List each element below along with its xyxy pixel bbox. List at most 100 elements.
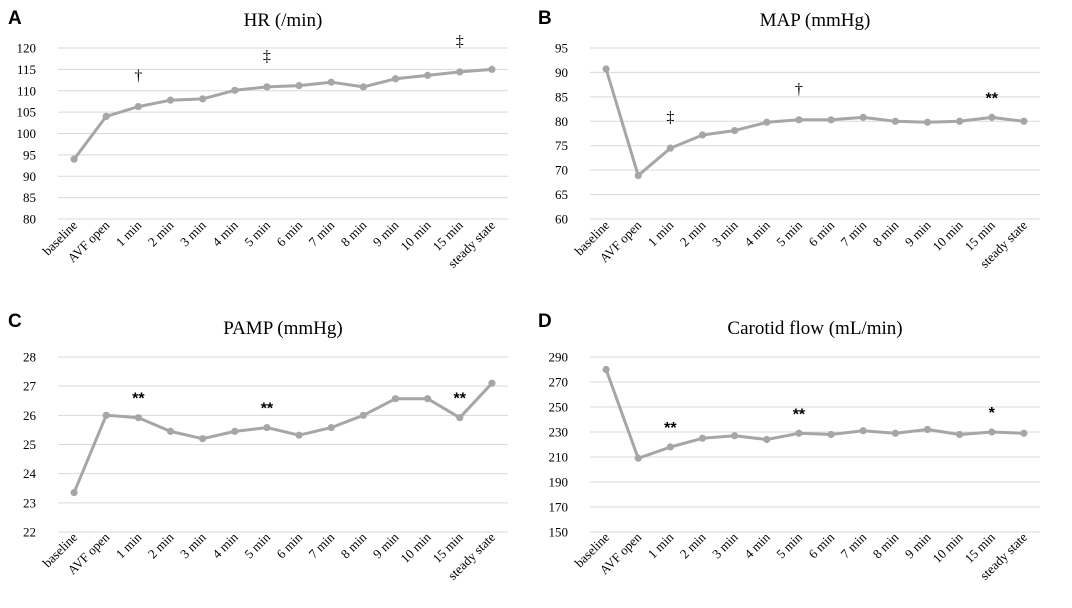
significance-marker: †: [795, 81, 803, 98]
x-tick-label: 7 min: [838, 217, 870, 249]
chart-title: HR (/min): [244, 10, 323, 31]
y-tick-label: 80: [23, 212, 36, 227]
x-tick-label: 4 min: [741, 217, 773, 249]
x-tick-label: 9 min: [370, 529, 402, 561]
y-tick-label: 25: [23, 437, 36, 452]
data-point: [199, 95, 207, 103]
data-point: [134, 414, 142, 422]
x-tick-label: 6 min: [273, 529, 305, 561]
data-point: [634, 454, 642, 462]
data-point: [359, 83, 367, 91]
x-tick-label: 3 min: [709, 529, 741, 561]
data-point: [666, 443, 674, 451]
x-tick-label: 10 min: [397, 217, 434, 254]
data-point: [731, 432, 739, 440]
data-point: [359, 411, 367, 419]
data-point: [456, 68, 464, 76]
significance-marker: ‡: [263, 48, 271, 65]
x-tick-label: 10 min: [397, 529, 434, 566]
y-tick-label: 190: [549, 475, 569, 490]
data-point: [263, 423, 271, 432]
x-tick-label: 9 min: [902, 529, 934, 561]
data-point: [102, 112, 110, 120]
data-point: [424, 395, 432, 403]
x-tick-label: 2 min: [677, 529, 709, 561]
series-line: [604, 67, 1026, 177]
y-tick-label: 28: [23, 350, 36, 365]
data-point: [488, 379, 496, 387]
x-tick-label: 2 min: [677, 217, 709, 249]
significance-marker: **: [664, 420, 677, 437]
x-tick-label: 7 min: [306, 529, 338, 561]
significance-marker: **: [986, 90, 999, 107]
data-point: [988, 113, 996, 121]
x-tick-label: 6 min: [805, 217, 837, 249]
y-tick-label: 60: [555, 212, 568, 227]
data-point: [102, 411, 110, 419]
data-point: [231, 86, 239, 94]
x-tick-label: 5 min: [241, 529, 273, 561]
x-tick-label: 3 min: [177, 529, 209, 561]
data-point: [231, 427, 239, 435]
data-point: [698, 131, 707, 139]
significance-marker: †: [134, 68, 142, 85]
x-tick-label: 7 min: [306, 217, 338, 249]
data-point: [988, 428, 996, 436]
x-tick-label: 6 min: [273, 217, 305, 249]
y-tick-label: 95: [555, 41, 568, 56]
data-point: [166, 427, 175, 435]
x-tick-label: 3 min: [177, 217, 209, 249]
y-tick-label: 65: [555, 187, 568, 202]
data-point: [859, 113, 867, 121]
x-tick-label: 10 min: [929, 217, 966, 254]
data-point: [456, 414, 464, 422]
data-point: [634, 171, 642, 180]
y-tick-label: 90: [23, 169, 36, 184]
x-tick-label: 7 min: [838, 529, 870, 561]
y-tick-label: 27: [23, 379, 37, 394]
x-tick-label: 2 min: [145, 217, 177, 249]
x-tick-label: 4 min: [209, 529, 241, 561]
data-point: [602, 65, 610, 73]
x-tick-label: 2 min: [145, 529, 177, 561]
panel-letter: B: [538, 8, 552, 29]
y-tick-label: 230: [549, 425, 569, 440]
panel-letter: D: [538, 311, 552, 332]
y-tick-label: 23: [23, 495, 36, 510]
data-point: [923, 425, 932, 434]
x-tick-label: 8 min: [338, 217, 370, 249]
panel-letter: A: [8, 8, 22, 29]
chart-title: Carotid flow (mL/min): [727, 318, 902, 339]
x-tick-label: 8 min: [870, 217, 902, 249]
data-point: [488, 65, 496, 73]
x-tick-label: 1 min: [113, 217, 145, 249]
data-point: [763, 435, 771, 444]
significance-marker: **: [793, 406, 806, 423]
x-tick-label: 5 min: [773, 529, 805, 561]
data-point: [956, 117, 964, 125]
data-point: [70, 489, 78, 497]
data-point: [391, 395, 400, 403]
y-tick-label: 120: [17, 41, 37, 56]
data-point: [424, 71, 432, 79]
data-point: [827, 116, 835, 124]
data-point: [295, 431, 303, 439]
y-tick-label: 24: [23, 466, 37, 481]
y-tick-label: 26: [23, 408, 37, 423]
data-point: [795, 429, 803, 437]
series-line: [72, 381, 494, 495]
x-tick-label: 8 min: [870, 529, 902, 561]
data-point: [731, 126, 739, 135]
x-tick-label: 1 min: [113, 529, 145, 561]
x-tick-label: 1 min: [645, 529, 677, 561]
significance-marker: **: [132, 391, 145, 408]
chart-panel-d: D Carotid flow (mL/min) 150 170 190 210 230 250…: [538, 311, 1040, 583]
data-point: [263, 83, 271, 91]
y-tick-label: 110: [17, 83, 36, 98]
panel-letter: C: [8, 311, 22, 332]
y-tick-label: 290: [549, 350, 569, 365]
data-point: [795, 116, 803, 124]
